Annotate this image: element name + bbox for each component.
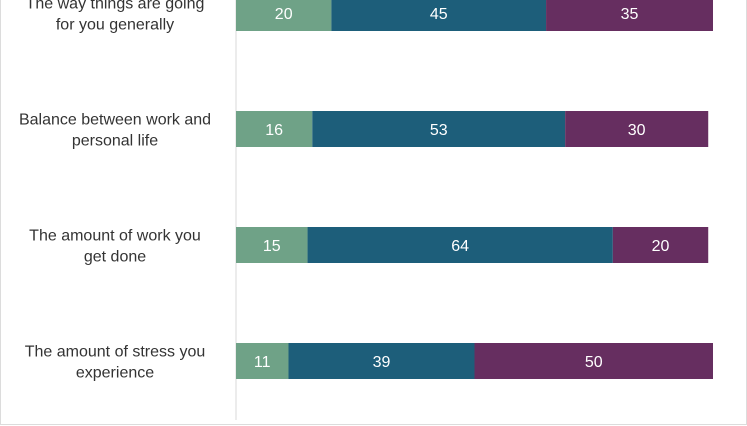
bar-segment [565,111,709,147]
bar-segment [331,0,547,31]
data-label: 30 [628,122,646,139]
data-label: 64 [451,238,469,255]
data-label: 11 [254,354,271,371]
category-label-line: The way things are going [26,0,205,13]
bars-group: 20 45 35 16 53 30 15 64 20 11 39 50 [236,0,713,379]
category-labels-group: The way things are going for you generall… [19,0,211,382]
category-label: The way things are going for you generall… [26,0,205,34]
bar-segment [288,343,475,379]
category-label-line: personal life [72,133,158,150]
category-label-line: get done [84,249,146,266]
category-label-line: The amount of work you [29,228,201,245]
category-label: The amount of work you get done [29,228,201,266]
bar-segment [474,343,713,379]
bar-segment [546,0,713,31]
category-label-line: experience [76,365,154,382]
bar-segment [612,227,709,263]
data-label: 16 [265,122,283,139]
data-label: 50 [585,354,603,371]
data-label: 39 [373,354,391,371]
data-label: 53 [430,122,448,139]
bar-segment [236,0,332,31]
category-label-line: for you generally [56,17,174,34]
category-label: Balance between work and personal life [19,112,211,150]
bar-segment [307,227,613,263]
data-label: 35 [621,6,639,23]
data-label: 45 [430,6,448,23]
bar-segment [236,227,308,263]
data-label: 20 [652,238,670,255]
category-label: The amount of stress you experience [25,344,206,382]
category-label-line: Balance between work and [19,112,211,129]
data-label: 15 [263,238,281,255]
bar-segment [312,111,566,147]
bar-segment [236,111,313,147]
data-label: 20 [275,6,293,23]
category-label-line: The amount of stress you [25,344,206,361]
bar-segment [236,343,289,379]
